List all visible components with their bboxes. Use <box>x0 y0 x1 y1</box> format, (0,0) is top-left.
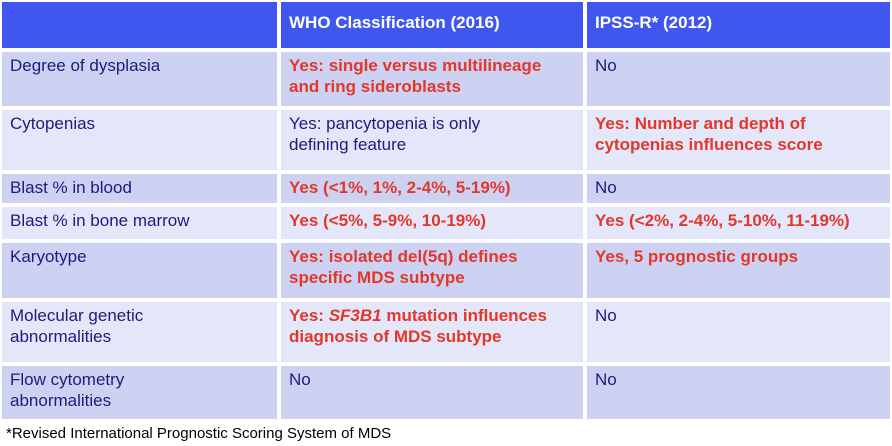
who-cell: Yes: single versus multilineage and ring… <box>281 52 583 106</box>
row-feature-cell: Flow cytometry abnormalities <box>2 366 277 419</box>
who-cell: Yes: isolated del(5q) defines specific M… <box>281 243 583 298</box>
footnote: *Revised International Prognostic Scorin… <box>6 425 392 442</box>
header-cell-ipssr: IPSS-R* (2012) <box>587 2 890 48</box>
who-cell: Yes: SF3B1 mutation influences diagnosis… <box>281 302 583 362</box>
row-feature-cell: Blast % in blood <box>2 174 277 203</box>
comparison-table: WHO Classification (2016) IPSS-R* (2012)… <box>0 0 892 419</box>
gene-name: SF3B1 <box>328 306 382 325</box>
ipssr-cell: No <box>587 174 890 203</box>
ipssr-cell: No <box>587 366 890 419</box>
row-feature-cell: Degree of dysplasia <box>2 52 277 106</box>
ipssr-cell: Yes (<2%, 2-4%, 5-10%, 11-19%) <box>587 207 890 239</box>
row-feature-cell: Molecular genetic abnormalities <box>2 302 277 362</box>
row-feature-cell: Blast % in bone marrow <box>2 207 277 239</box>
ipssr-cell: Yes: Number and depth of cytopenias infl… <box>587 110 890 170</box>
ipssr-cell: No <box>587 302 890 362</box>
who-cell: Yes (<5%, 5-9%, 10-19%) <box>281 207 583 239</box>
ipssr-cell: No <box>587 52 890 106</box>
header-cell-who-classification: WHO Classification (2016) <box>281 2 583 48</box>
row-feature-cell: Cytopenias <box>2 110 277 170</box>
who-cell: Yes: pancytopenia is only defining featu… <box>281 110 583 170</box>
text-segment: Yes: <box>289 306 329 325</box>
text-segment: mutation influences diagnosis of MDS sub… <box>289 306 547 346</box>
ipssr-cell: Yes, 5 prognostic groups <box>587 243 890 298</box>
who-cell: Yes (<1%, 1%, 2-4%, 5-19%) <box>281 174 583 203</box>
header-cell-empty <box>2 2 277 48</box>
who-cell: No <box>281 366 583 419</box>
row-feature-cell: Karyotype <box>2 243 277 298</box>
